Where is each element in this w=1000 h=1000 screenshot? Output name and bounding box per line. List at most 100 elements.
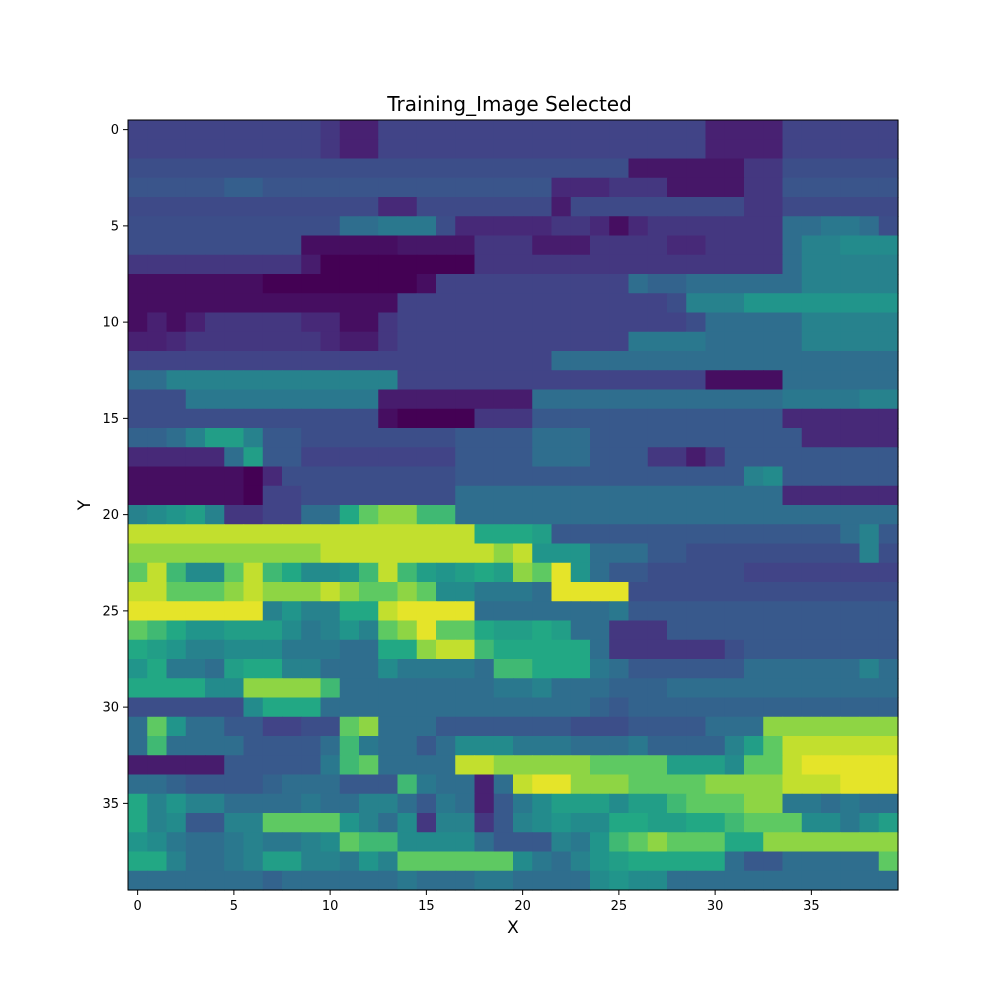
heatmap-cell xyxy=(493,639,514,660)
heatmap-cell xyxy=(821,428,841,448)
heatmap-cell xyxy=(724,120,745,140)
heatmap-cell xyxy=(513,793,533,814)
heatmap-cell xyxy=(724,505,745,525)
heatmap-cell xyxy=(301,813,322,833)
heatmap-cell xyxy=(878,582,899,602)
heatmap-cell xyxy=(686,312,707,333)
heatmap-cell xyxy=(570,620,591,641)
x-tick-label: 0 xyxy=(133,899,141,914)
heatmap-cell xyxy=(185,139,206,160)
heatmap-cell xyxy=(147,601,168,622)
heatmap-cell xyxy=(590,293,610,314)
heatmap-cell xyxy=(262,235,283,256)
heatmap-cell xyxy=(724,755,745,776)
heatmap-cell xyxy=(185,793,206,814)
heatmap-cell xyxy=(128,870,148,891)
heatmap-cell xyxy=(628,254,649,275)
heatmap-cell xyxy=(262,524,283,545)
heatmap-cell xyxy=(782,293,803,314)
heatmap-cell xyxy=(840,177,861,198)
heatmap-cell xyxy=(282,293,302,314)
heatmap-cell xyxy=(551,293,572,314)
heatmap-cell xyxy=(551,408,572,429)
heatmap-cell xyxy=(686,177,707,198)
heatmap-cell xyxy=(667,524,687,545)
heatmap-cell xyxy=(878,408,899,429)
heatmap-cell xyxy=(493,254,514,275)
heatmap-cell xyxy=(166,158,187,179)
heatmap-cell xyxy=(763,485,784,506)
heatmap-cell xyxy=(840,543,861,564)
heatmap-cell xyxy=(705,293,726,314)
heatmap-cell xyxy=(397,331,418,352)
heatmap-cell xyxy=(724,370,745,391)
heatmap-cell xyxy=(378,562,399,583)
heatmap-cell xyxy=(262,274,283,294)
y-tick-label: 20 xyxy=(102,508,119,523)
heatmap-cell xyxy=(878,851,899,872)
heatmap-cell xyxy=(744,774,764,795)
heatmap-cell xyxy=(705,678,726,699)
heatmap-cell xyxy=(474,620,495,641)
heatmap-cell xyxy=(840,197,861,217)
heatmap-cell xyxy=(609,370,630,391)
heatmap-cell xyxy=(474,793,495,814)
heatmap-cell xyxy=(821,177,841,198)
heatmap-cell xyxy=(416,293,437,314)
heatmap-cell xyxy=(243,813,264,833)
heatmap-cell xyxy=(513,331,533,352)
heatmap-cell xyxy=(821,312,841,333)
heatmap-cell xyxy=(243,351,264,371)
heatmap-cell xyxy=(532,139,553,160)
heatmap-cell xyxy=(859,466,880,487)
heatmap-cell xyxy=(724,793,745,814)
heatmap-cell xyxy=(821,274,841,294)
heatmap-cell xyxy=(474,524,495,545)
heatmap-cell xyxy=(397,158,418,179)
heatmap-cell xyxy=(320,601,341,622)
heatmap-cell xyxy=(320,389,341,410)
heatmap-cell xyxy=(609,870,630,891)
heatmap-cell xyxy=(859,408,880,429)
heatmap-cell xyxy=(801,216,822,237)
heatmap-cell xyxy=(724,428,745,448)
heatmap-cell xyxy=(686,447,707,468)
heatmap-cell xyxy=(282,370,302,391)
heatmap-cell xyxy=(166,832,187,853)
heatmap-cell xyxy=(821,582,841,602)
heatmap-cell xyxy=(282,870,302,891)
heatmap-cell xyxy=(224,177,245,198)
heatmap-cell xyxy=(532,582,553,602)
heatmap-cell xyxy=(205,524,225,545)
heatmap-cell xyxy=(570,562,591,583)
heatmap-cell xyxy=(744,736,764,756)
heatmap-cell xyxy=(859,813,880,833)
heatmap-cell xyxy=(878,620,899,641)
heatmap-cell xyxy=(859,235,880,256)
heatmap-cell xyxy=(570,774,591,795)
heatmap-cell xyxy=(205,120,225,140)
heatmap-cell xyxy=(416,851,437,872)
heatmap-cell xyxy=(282,813,302,833)
heatmap-cell xyxy=(301,582,322,602)
heatmap-cell xyxy=(474,562,495,583)
heatmap-cell xyxy=(378,813,399,833)
heatmap-cell xyxy=(570,601,591,622)
heatmap-cell xyxy=(436,851,456,872)
heatmap-cell xyxy=(359,466,379,487)
heatmap-cell xyxy=(224,428,245,448)
heatmap-cell xyxy=(686,697,707,718)
heatmap-cell xyxy=(185,447,206,468)
heatmap-cell xyxy=(628,466,649,487)
heatmap-cell xyxy=(821,370,841,391)
heatmap-cell xyxy=(840,293,861,314)
heatmap-cell xyxy=(493,466,514,487)
heatmap-cell xyxy=(647,197,668,217)
heatmap-cell xyxy=(744,485,764,506)
heatmap-cell xyxy=(378,774,399,795)
y-tick-label: 35 xyxy=(102,797,119,812)
heatmap-cell xyxy=(859,601,880,622)
heatmap-cell xyxy=(859,543,880,564)
heatmap-cell xyxy=(667,312,687,333)
heatmap-cell xyxy=(416,466,437,487)
